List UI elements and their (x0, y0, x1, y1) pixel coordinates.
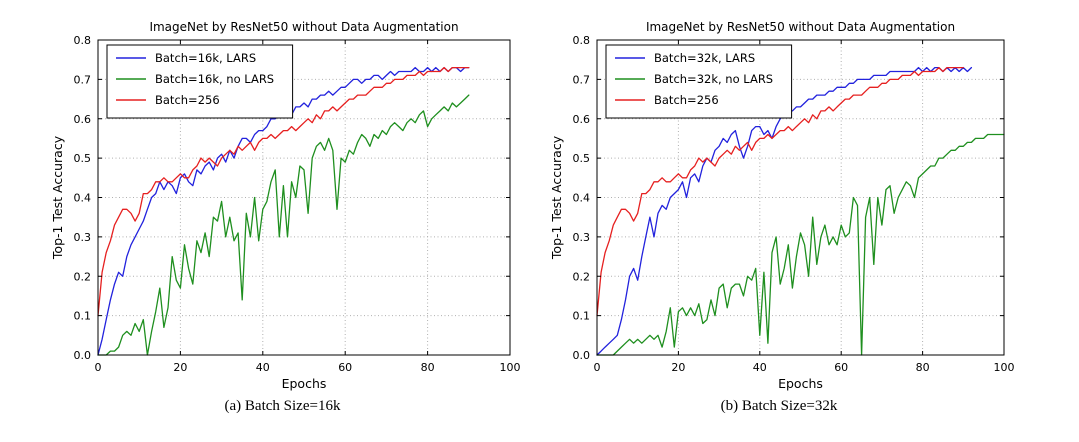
caption-batch-16k: (a) Batch Size=16k (224, 398, 341, 414)
chart-batch-32k: 0 20 40 60 80 100 0.0 0.1 0.2 0.3 0.4 0.5 0.6 0.7 0.8 I… (549, 20, 1015, 391)
y-axis-label: Top-1 Test Accuracy (50, 135, 65, 260)
series-line (596, 133, 1005, 356)
series-line (97, 94, 470, 356)
legend: Batch=16k, LARS Batch=16k, no LARS Batch=2… (106, 44, 294, 119)
y-tick-label: 0.3 (573, 231, 591, 244)
x-tick-label: 0 (594, 361, 601, 374)
y-tick-label: 0.4 (573, 192, 591, 205)
x-tick-label: 100 (994, 361, 1015, 374)
x-tick-label: 20 (671, 361, 685, 374)
chart-title: ImageNet by ResNet50 without Data Augmen… (646, 20, 955, 34)
y-tick-label: 0.0 (74, 349, 92, 362)
y-tick-label: 0.5 (74, 152, 92, 165)
series-line (596, 66, 964, 317)
legend-label: Batch=256 (654, 93, 719, 107)
x-tick-label: 60 (338, 361, 352, 374)
y-tick-label: 0.6 (74, 113, 92, 126)
legend-label: Batch=32k, LARS (654, 51, 755, 65)
y-tick-label: 0.7 (74, 73, 92, 86)
x-tick-label: 0 (95, 361, 102, 374)
x-tick-label: 20 (173, 361, 187, 374)
y-tick-label: 0.5 (573, 152, 591, 165)
x-tick-label: 100 (500, 361, 521, 374)
legend-box (605, 44, 793, 119)
series-line (97, 66, 470, 317)
x-tick-label: 80 (916, 361, 930, 374)
x-tick-label: 80 (421, 361, 435, 374)
legend-label: Batch=32k, no LARS (654, 72, 773, 86)
legend-label: Batch=16k, LARS (155, 51, 256, 65)
y-tick-label: 0.4 (74, 192, 92, 205)
legend-label: Batch=256 (155, 93, 220, 107)
caption-batch-32k: (b) Batch Size=32k (720, 398, 838, 414)
x-tick-label: 60 (834, 361, 848, 374)
y-tick-label: 0.8 (573, 34, 591, 47)
x-tick-label: 40 (753, 361, 767, 374)
y-axis-label: Top-1 Test Accuracy (549, 135, 564, 260)
y-tick-label: 0.2 (74, 270, 92, 283)
y-tick-label: 0.3 (74, 231, 92, 244)
y-tick-label: 0.8 (74, 34, 92, 47)
legend-box (106, 44, 294, 119)
y-tick-label: 0.2 (573, 270, 591, 283)
y-tick-label: 0.1 (573, 310, 591, 323)
y-tick-label: 0.6 (573, 113, 591, 126)
x-tick-label: 40 (256, 361, 270, 374)
legend: Batch=32k, LARS Batch=32k, no LARS Batch=2… (605, 44, 793, 119)
x-axis-label: Epochs (282, 376, 327, 391)
chart-title: ImageNet by ResNet50 without Data Augmen… (149, 20, 458, 34)
chart-batch-16k: 0 20 40 60 80 100 0.0 0.1 0.2 0.3 0.4 0.5 0.6 0.7 0.8 I… (50, 20, 521, 391)
y-tick-label: 0.0 (573, 349, 591, 362)
legend-label: Batch=16k, no LARS (155, 72, 274, 86)
y-tick-label: 0.1 (74, 310, 92, 323)
x-axis-label: Epochs (778, 376, 823, 391)
y-tick-label: 0.7 (573, 73, 591, 86)
